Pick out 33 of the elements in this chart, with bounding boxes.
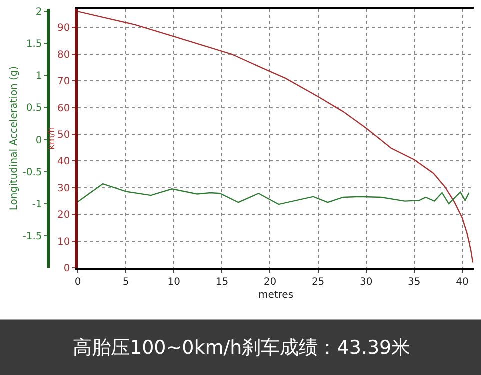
text: 高胎压100~0km/h刹车成绩：43.39米 [73,337,411,359]
y2-tick-label: 2 [36,7,42,18]
x-tick-label: 25 [312,277,325,288]
y2-tick-label: 0.5 [26,103,42,114]
y-tick-label: 20 [58,210,70,222]
y-tick-label: 10 [58,236,70,248]
y-axis-title: km/h [48,127,58,150]
y2-tick-label: 1 [36,71,42,82]
x-tick-label: 30 [360,277,373,288]
y-tick-label: 0 [64,264,70,274]
y-tick-label: 40 [58,156,70,168]
x-tick-label: 10 [168,277,180,288]
line-series [78,183,470,206]
y2-tick-label: -1 [32,199,42,210]
y-tick-label: 80 [58,50,70,61]
x-axis-title: metres [258,290,294,301]
line-series [78,11,474,264]
x-tick-label: 20 [264,277,277,288]
y-tick-label: 30 [58,183,70,194]
x-tick-label: 40 [456,277,469,288]
y-tick-label: 60 [58,103,70,114]
x-tick-label: 35 [408,277,421,288]
y2-axis-title: Longitudinal Acceleration (g) [8,66,20,211]
x-tick-label: 0 [74,277,82,288]
x-tick-label: 15 [216,277,229,288]
y2-tick-label: 1.5 [26,39,42,50]
y-tick-label: 90 [58,23,70,34]
y-tick-label: 50 [58,130,70,141]
y2-tick-label: -0.5 [22,167,42,178]
y2-tick-label: 0 [36,135,42,146]
y-tick-label: 70 [58,76,70,88]
y2-tick-label: -1.5 [22,231,42,242]
x-tick-label: 5 [122,277,130,288]
